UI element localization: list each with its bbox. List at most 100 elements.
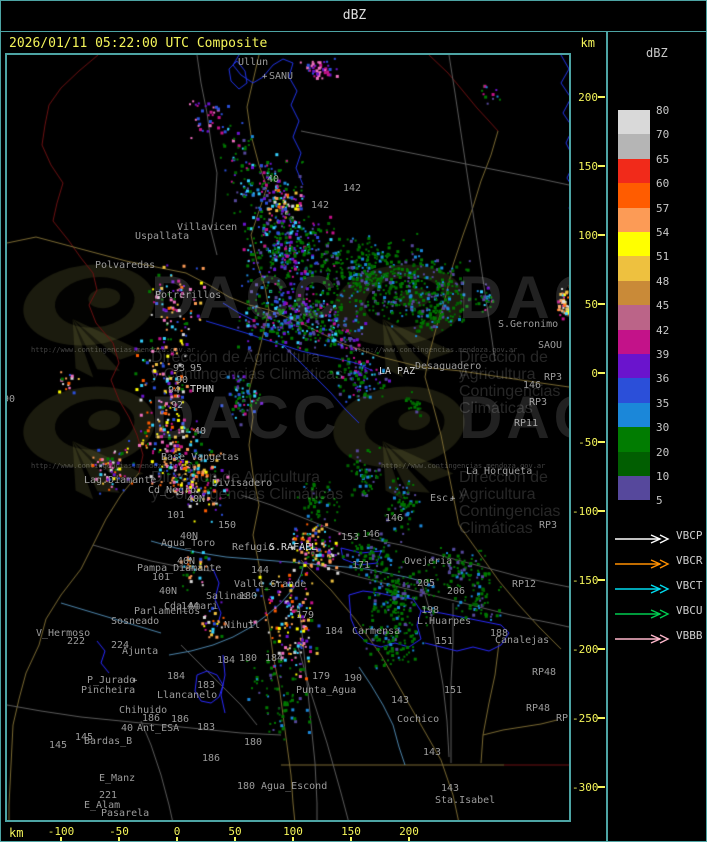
right-axis-tick [598, 717, 605, 719]
map-place-label: 146 [523, 380, 542, 391]
map-place-label: Cochico [397, 714, 440, 725]
legend-label: VBCT [676, 579, 703, 592]
map-place-label: 151 [435, 636, 454, 647]
radar-map-canvas [7, 55, 569, 820]
colorbar-swatch [618, 158, 650, 184]
map-place-label: Polvaredas [95, 260, 156, 271]
map-place-label: 198 [421, 605, 440, 616]
bottom-axis-tick [118, 837, 120, 841]
map-place-label: Sta.Isabel [435, 795, 496, 806]
legend-label: VBCU [676, 604, 703, 617]
colorbar-tick-label: 70 [656, 128, 670, 142]
map-place-label: Ajunta [122, 646, 159, 657]
map-place-label: 171 [352, 560, 371, 571]
right-axis-tick [598, 234, 605, 236]
colorbar-swatch [618, 305, 650, 330]
map-place-label: 40 [121, 723, 134, 734]
map-place-label: Esc. [430, 493, 455, 504]
legend-label: VBBB [676, 629, 703, 642]
map-place-label: 184 [325, 626, 344, 637]
colorbar-tick-label: 35 [656, 396, 670, 410]
colorbar-tick-label: 10 [656, 470, 670, 483]
right-axis-tick [598, 648, 605, 650]
map-place-label: Desaguadero [415, 361, 482, 372]
map-place-label: Carmensa [352, 626, 401, 637]
map-place-label: Potrerillos [155, 290, 222, 301]
station-marker-icon: + [450, 494, 456, 504]
watermark-brand: DACC [151, 264, 341, 331]
bottom-axis-tick [350, 837, 352, 841]
watermark-subtitle-line2: y Contingencias Climáticas [459, 486, 561, 537]
map-place-label: 190 [344, 673, 363, 684]
colorbar-swatch [618, 378, 650, 403]
right-axis-tick-label: 150 [578, 160, 598, 173]
colorbar-swatch [618, 232, 650, 257]
right-axis-tick-label: -50 [578, 436, 598, 449]
page-title: dBZ [342, 8, 367, 23]
timestamp-label: 2026/01/11 05:22:00 UTC Composite [9, 36, 268, 51]
map-place-label: 90 [7, 394, 16, 405]
colorbar-tick-label: 5 [656, 494, 663, 508]
bottom-axis-tick-label: -50 [109, 825, 129, 838]
trajectory-arrow-icon [615, 634, 670, 644]
watermark-url: http://www.contingencias.mendoza.gov.ar [353, 346, 518, 354]
map-place-label: 145 [75, 732, 94, 743]
map-place-label: 40 [194, 426, 207, 437]
colorbar-swatch [618, 451, 650, 476]
watermark-subtitle-line1: Dirección de Agricultura [151, 469, 320, 486]
legend-label: VBCP [676, 529, 703, 542]
map-place-label: 146 [385, 513, 404, 524]
colorbar-title: dBZ [646, 46, 668, 60]
map-place-label: Punta_Agua [296, 685, 357, 696]
map-place-label: 144 [181, 601, 200, 612]
map-place-label: Ant_ESA [137, 723, 180, 734]
map-place-label: 40 [267, 174, 280, 185]
map-place-label: 151 [444, 685, 463, 696]
map-place-label: 90 [176, 375, 189, 386]
map-place-label: SANU [269, 71, 294, 82]
legend-label: VBCR [676, 554, 703, 567]
map-place-label: 186 [142, 713, 161, 724]
watermark-subtitle-line1: Dirección de Agricultura [459, 349, 548, 383]
map-place-label: 142 [311, 200, 330, 211]
colorbar-swatch [618, 427, 650, 452]
bottom-axis-tick-label: -100 [47, 825, 75, 838]
radar-map-panel: Ullun SANU 40 142 142 Villavicen Uspallata Polv… [5, 53, 571, 822]
map-place-label: 95 [190, 363, 203, 374]
map-place-label: Uspallata [135, 231, 190, 242]
watermark-subtitle-line1: Dirección de Agricultura [151, 349, 320, 366]
map-place-label: 101 [152, 572, 171, 583]
map-place-label: RP3 [529, 397, 548, 408]
right-axis-tick [598, 579, 605, 581]
map-place-label: Salinas [206, 591, 249, 602]
station-marker-icon: + [262, 72, 268, 82]
map-place-label: 179 [296, 610, 315, 621]
watermark-brand: DACC [459, 264, 569, 331]
map-place-label: 142 [343, 183, 362, 194]
map-place-label: 145 [49, 740, 68, 751]
map-place-label: 93 [173, 363, 186, 374]
map-place-label: Agua_Toro [161, 538, 216, 549]
bottom-axis-tick-label: 200 [399, 825, 419, 838]
map-place-label: 146 [362, 529, 381, 540]
map-place-label: V_Hermoso [36, 628, 91, 639]
colorbar-swatch [618, 134, 650, 159]
map-place-label: Base_Vangetas [161, 452, 240, 463]
legend-row: VBCP [614, 529, 706, 544]
colorbar-tick-label: 54 [656, 226, 670, 239]
bottom-axis: km -100 -50 0 50 100 150 200 [1, 823, 606, 841]
trajectory-arrow-icon [615, 534, 670, 544]
map-place-label: Canalejas [495, 635, 550, 646]
bottom-axis-tick-label: 50 [228, 825, 242, 838]
map-place-label: Nihuil [224, 620, 261, 631]
right-axis-tick [598, 510, 605, 512]
map-place-label: 222 [67, 636, 86, 647]
right-axis-tick-label: 100 [578, 229, 598, 242]
colorbar-tick-label: 20 [656, 445, 670, 459]
map-place-label: P_Jurado [87, 675, 136, 686]
map-place-label: 184 [265, 653, 284, 664]
colorbar-swatch [618, 280, 650, 306]
watermark-subtitle-line2: y Contingencias Climáticas [151, 486, 344, 503]
map-place-label: 143 [441, 783, 460, 794]
map-place-label: Cda_Amari [164, 601, 219, 612]
